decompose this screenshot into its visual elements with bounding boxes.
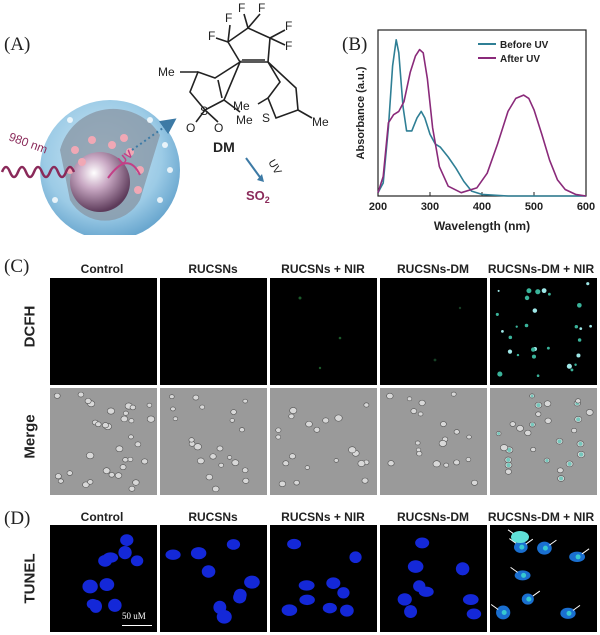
d-col-header-control: Control	[80, 510, 124, 524]
absorbance-chart: 200 300 400 500 600 Before UV After UV Wavele…	[355, 29, 595, 233]
x-tick-label: 400	[473, 201, 491, 213]
legend-label: Before UV	[500, 40, 549, 51]
laser-label: 980 nm	[7, 130, 49, 157]
me-label: Me	[236, 113, 253, 127]
me-label: Me	[158, 65, 175, 79]
scale-bar-label: 50 uM	[122, 611, 146, 621]
panel-a-schematic: F F F F F F Me Me Me Me S S O O 980 nm U…	[0, 1, 329, 235]
merge-image-control	[50, 388, 157, 495]
dcfh-image-control	[50, 278, 157, 385]
laser-wave	[0, 165, 76, 179]
col-header-rucsns: RUCSNs	[188, 262, 238, 276]
dm-molecule	[180, 13, 313, 123]
me-label: Me	[312, 115, 329, 129]
tunel-image-rucsns	[160, 525, 267, 632]
s-label: S	[200, 104, 208, 118]
x-tick-label: 500	[525, 201, 543, 213]
dcfh-image-rucsns-dm-nir	[490, 278, 597, 385]
x-tick-label: 600	[577, 201, 595, 213]
panel-a-label: (A)	[4, 34, 31, 55]
f-label: F	[225, 11, 232, 25]
o-label: O	[214, 121, 223, 135]
me-label: Me	[233, 99, 250, 113]
dcfh-image-rucsns-dm	[380, 278, 487, 385]
series-line-2	[377, 48, 587, 197]
scale-bar	[122, 625, 152, 626]
merge-image-rucsns-nir	[270, 388, 377, 495]
uv-arrow	[245, 157, 263, 181]
so2-label: SO2	[246, 188, 270, 205]
f-label: F	[285, 19, 292, 33]
x-axis-label: Wavelength (nm)	[434, 219, 530, 233]
row-header-tunel: TUNEL	[21, 553, 39, 604]
x-tick-label: 200	[369, 201, 387, 213]
tunel-image-rucsns-dm-nir	[490, 525, 597, 632]
col-header-rucsns-dm: RUCSNs-DM	[397, 262, 469, 276]
col-header-rucsns-nir: RUCSNs + NIR	[281, 262, 365, 276]
tunel-image-rucsns-dm	[380, 525, 487, 632]
f-label: F	[208, 29, 215, 43]
o-label: O	[186, 121, 195, 135]
y-axis-label: Absorbance (a.u.)	[355, 66, 367, 159]
merge-image-rucsns-dm	[380, 388, 487, 495]
merge-image-rucsns-dm-nir	[490, 388, 597, 495]
d-col-header-rucsns: RUCSNs	[188, 510, 238, 524]
tunel-image-rucsns-nir	[270, 525, 377, 632]
col-header-control: Control	[80, 262, 124, 276]
d-col-header-rucsns-nir: RUCSNs + NIR	[281, 510, 365, 524]
row-header-merge: Merge	[21, 414, 39, 459]
panel-b-label: (B)	[342, 34, 368, 55]
x-tick-label: 300	[421, 201, 439, 213]
panel-d-label: (D)	[4, 508, 31, 529]
legend-label: After UV	[500, 54, 540, 65]
panel-c-label: (C)	[4, 256, 30, 277]
col-header-rucsns-dm-nir: RUCSNs-DM + NIR	[487, 262, 595, 276]
nanoparticle	[40, 100, 180, 235]
row-header-dcfh: DCFH	[21, 305, 39, 348]
d-col-header-rucsns-dm: RUCSNs-DM	[397, 510, 469, 524]
f-label: F	[285, 39, 292, 53]
molecule-name: DM	[213, 139, 235, 155]
f-label: F	[258, 1, 265, 15]
d-col-header-rucsns-dm-nir: RUCSNs-DM + NIR	[487, 510, 595, 524]
dcfh-image-rucsns	[160, 278, 267, 385]
s-label: S	[262, 111, 270, 125]
tunel-image-control: 50 uM	[50, 525, 157, 632]
dcfh-image-rucsns-nir	[270, 278, 377, 385]
f-label: F	[238, 1, 245, 15]
uv-arrow-label: UV	[265, 158, 283, 178]
series-line-1	[377, 39, 586, 197]
merge-image-rucsns	[160, 388, 267, 495]
